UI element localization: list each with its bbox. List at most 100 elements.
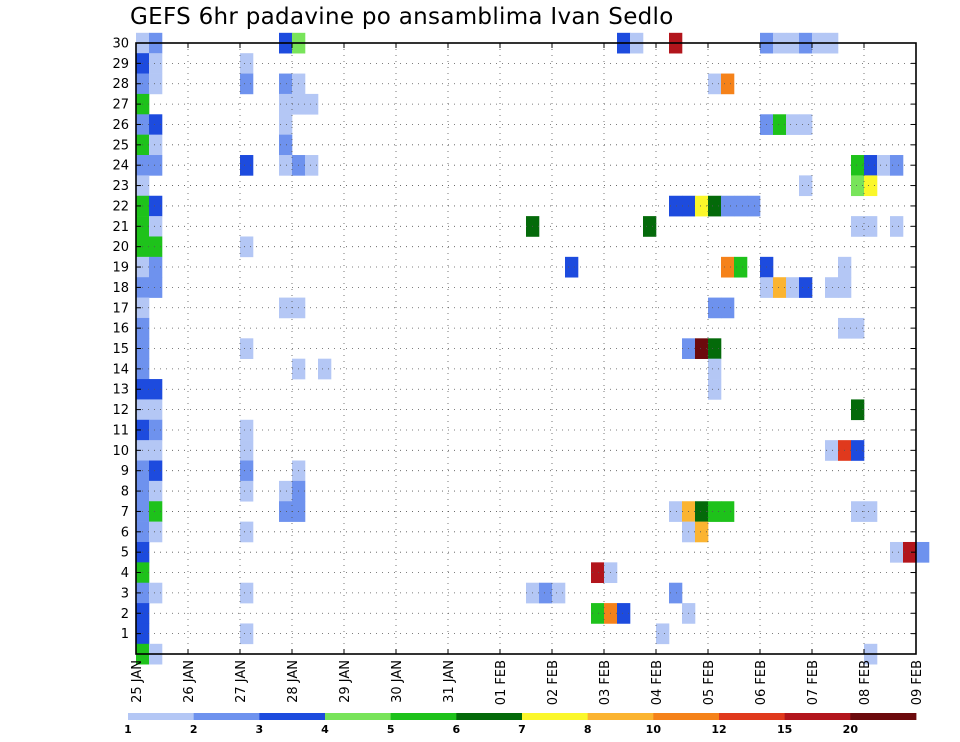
colorbar-label: 5	[387, 723, 395, 736]
heatmap-cell	[565, 256, 579, 278]
heatmap-cell	[916, 541, 930, 563]
heatmap-cell	[708, 338, 722, 359]
heatmap-cell	[279, 480, 293, 502]
y-tick-label: 18	[112, 281, 129, 296]
heatmap-cell	[721, 256, 735, 278]
heatmap-cell	[305, 93, 319, 115]
heatmap-cell	[279, 134, 293, 156]
heatmap-cell	[825, 440, 839, 461]
heatmap-cell	[149, 134, 163, 156]
x-axis: 25 JAN 26 JAN 27 JAN 28 JAN 29 JAN 30 JAN 31 J…	[130, 43, 925, 705]
heatmap-cell	[734, 195, 748, 217]
heatmap-cell	[643, 216, 657, 237]
colorbar-segment	[259, 713, 326, 720]
heatmap-cell	[708, 195, 722, 217]
heatmap-cell	[149, 114, 163, 135]
y-tick-label: 30	[112, 37, 129, 52]
heatmap-cell	[240, 582, 254, 604]
colorbar-label: 12	[711, 723, 726, 736]
y-tick-label: 15	[112, 342, 129, 357]
heatmap-cell	[864, 216, 878, 237]
y-tick-label: 7	[121, 505, 129, 520]
heatmap-cell	[708, 73, 722, 95]
heatmap-cell	[708, 358, 722, 380]
colorbar-segment	[719, 713, 786, 720]
x-tick-label: 01 FEB	[494, 660, 509, 705]
heatmap-cell	[240, 236, 254, 258]
heatmap-cell	[851, 317, 865, 339]
x-tick-label: 30 JAN	[390, 660, 405, 703]
y-tick-label: 28	[112, 77, 129, 92]
colorbar-label: 7	[518, 723, 526, 736]
y-tick-label: 4	[121, 566, 129, 581]
y-tick-label: 20	[112, 240, 129, 255]
heatmap-cell	[149, 53, 163, 74]
heatmap-cell	[240, 521, 254, 543]
x-tick-label: 27 JAN	[234, 660, 249, 703]
heatmap-cell	[851, 501, 865, 522]
heatmap-cell	[240, 440, 254, 461]
heatmap-cell	[721, 297, 735, 319]
colorbar-segment	[128, 713, 195, 720]
y-tick-label: 10	[112, 444, 129, 459]
heatmap-cell	[279, 297, 293, 319]
colorbar-segment	[850, 713, 917, 720]
y-tick-label: 21	[112, 220, 129, 235]
heatmap-cell	[149, 216, 163, 237]
y-tick-label: 2	[121, 607, 129, 622]
heatmap-cell	[240, 623, 254, 645]
heatmap-cell	[734, 256, 748, 278]
heatmap-cell	[149, 379, 163, 400]
y-tick-label: 17	[112, 301, 129, 316]
y-tick-label: 3	[121, 586, 129, 601]
heatmap-cell	[305, 155, 319, 176]
heatmap-cell	[240, 419, 254, 441]
heatmap-cell	[240, 460, 254, 482]
heatmap-cell	[279, 155, 293, 176]
colorbar-label: 4	[321, 723, 329, 736]
x-tick-label: 31 JAN	[442, 660, 457, 703]
colorbar-label: 3	[256, 723, 264, 736]
heatmap-cell	[149, 195, 163, 217]
heatmap-cell	[279, 93, 293, 115]
y-tick-label: 14	[112, 362, 129, 377]
y-tick-label: 25	[112, 138, 129, 153]
heatmap-cell	[591, 562, 605, 584]
y-tick-label: 8	[121, 485, 129, 500]
heatmap-cell	[149, 73, 163, 95]
x-tick-label: 29 JAN	[338, 660, 353, 703]
heatmap-cell	[721, 73, 735, 95]
colorbar-segment	[784, 713, 851, 720]
colorbar-label: 20	[843, 723, 859, 736]
heatmap-cell	[149, 480, 163, 502]
heatmap-cell	[721, 501, 735, 522]
heatmap-cell	[149, 277, 163, 298]
colorbar-label: 1	[124, 723, 132, 736]
heatmap-cell	[149, 419, 163, 441]
heatmap-cell	[240, 73, 254, 95]
heatmap-cell	[149, 501, 163, 522]
y-tick-label: 5	[121, 546, 129, 561]
heatmap-cell	[851, 399, 865, 421]
heatmap-cell	[786, 114, 800, 135]
heatmap-cell	[669, 501, 683, 522]
heatmap-cell	[864, 501, 878, 522]
colorbar-segment	[653, 713, 720, 720]
x-tick-label: 02 FEB	[546, 660, 561, 705]
heatmap-cell	[149, 521, 163, 543]
heatmap-cell	[851, 216, 865, 237]
y-tick-label: 19	[112, 261, 129, 276]
heatmap-cell	[279, 73, 293, 95]
x-tick-label: 26 JAN	[182, 660, 197, 703]
y-tick-label: 24	[112, 159, 129, 174]
heatmap-cell	[864, 175, 878, 197]
heatmap-cell	[240, 480, 254, 502]
heatmap-cell	[695, 521, 709, 543]
colorbar-segment	[587, 713, 654, 720]
x-tick-label: 05 FEB	[702, 660, 717, 705]
heatmap-cell	[890, 216, 904, 237]
heatmap-cell	[240, 155, 254, 176]
y-axis: 1234567891011121314151617181920212223242…	[112, 37, 916, 642]
colorbar-segment	[456, 713, 523, 720]
heatmap-cell	[799, 277, 813, 298]
